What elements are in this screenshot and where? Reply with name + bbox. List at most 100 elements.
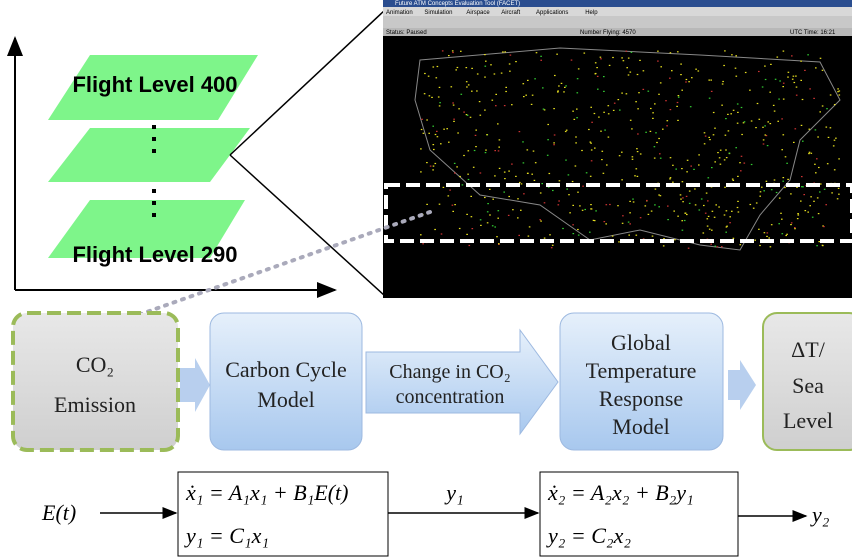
traffic-dot: [689, 191, 691, 192]
traffic-dot: [504, 51, 506, 52]
traffic-dot: [536, 52, 538, 53]
traffic-dot: [432, 126, 434, 127]
traffic-dot: [812, 217, 814, 218]
traffic-dot: [498, 147, 500, 148]
traffic-dot: [532, 95, 534, 96]
traffic-dot: [677, 51, 679, 52]
traffic-dot: [709, 229, 711, 230]
traffic-dot: [523, 162, 525, 163]
traffic-dot: [547, 124, 549, 125]
traffic-dot: [529, 226, 531, 227]
traffic-dot: [708, 177, 710, 178]
traffic-dot: [763, 190, 765, 191]
traffic-dot: [452, 211, 454, 212]
traffic-dot: [572, 111, 574, 112]
traffic-dot: [817, 197, 819, 198]
traffic-dot: [572, 181, 574, 182]
traffic-dot: [684, 220, 686, 221]
traffic-dot: [466, 214, 468, 215]
traffic-dot: [693, 169, 695, 170]
equation: y₂: [810, 502, 830, 527]
traffic-dot: [608, 113, 610, 114]
traffic-dot: [629, 223, 631, 224]
traffic-dot: [794, 82, 796, 83]
box-text: Global: [611, 330, 671, 355]
traffic-dot: [577, 192, 579, 193]
traffic-dot: [769, 92, 771, 93]
traffic-dot: [744, 163, 746, 164]
traffic-dot: [479, 101, 481, 102]
traffic-dot: [572, 205, 574, 206]
traffic-dot: [589, 232, 591, 233]
traffic-dot: [420, 171, 422, 172]
box-text: ΔT/: [791, 337, 826, 362]
traffic-dot: [437, 136, 439, 137]
traffic-dot: [517, 217, 519, 218]
traffic-dot: [484, 197, 486, 198]
traffic-dot: [453, 105, 455, 106]
traffic-dot: [815, 129, 817, 130]
traffic-dot: [485, 61, 487, 62]
traffic-dot: [484, 54, 486, 55]
traffic-dot: [729, 153, 731, 154]
traffic-dot: [515, 176, 517, 177]
traffic-dot: [798, 214, 800, 215]
menu-item: Simulation: [424, 10, 452, 16]
traffic-dot: [838, 194, 840, 195]
traffic-dot: [512, 209, 514, 210]
traffic-dot: [783, 177, 785, 178]
traffic-dot: [498, 243, 500, 244]
traffic-dot: [429, 95, 431, 96]
traffic-dot: [499, 139, 501, 140]
traffic-dot: [645, 132, 647, 133]
traffic-dot: [721, 105, 723, 106]
traffic-dot: [750, 204, 752, 205]
traffic-dot: [771, 189, 773, 190]
traffic-dot: [588, 129, 590, 130]
traffic-dot: [827, 163, 829, 164]
traffic-dot: [686, 214, 688, 215]
traffic-dot: [694, 188, 696, 189]
traffic-dot: [626, 51, 628, 52]
traffic-dot: [677, 102, 679, 103]
traffic-dot: [680, 64, 682, 65]
menu-item: Airspace: [466, 10, 490, 16]
traffic-dot: [606, 164, 608, 165]
traffic-dot: [764, 66, 766, 67]
traffic-dot: [553, 108, 555, 109]
traffic-dot: [698, 164, 700, 165]
traffic-dot: [705, 136, 707, 137]
traffic-dot: [818, 167, 820, 168]
traffic-dot: [438, 96, 440, 97]
traffic-dot: [735, 147, 737, 148]
traffic-dot: [430, 166, 432, 167]
traffic-dot: [575, 142, 577, 143]
traffic-dot: [680, 74, 682, 75]
traffic-dot: [710, 80, 712, 81]
menu-item: Applications: [536, 10, 568, 16]
traffic-dot: [654, 146, 656, 147]
traffic-dot: [744, 121, 746, 122]
traffic-dot: [652, 118, 654, 119]
traffic-dot: [830, 94, 832, 95]
traffic-dot: [487, 211, 489, 212]
traffic-dot: [466, 81, 468, 82]
traffic-dot: [591, 160, 593, 161]
traffic-dot: [485, 150, 487, 151]
traffic-dot: [785, 235, 787, 236]
traffic-dot: [508, 196, 510, 197]
traffic-dot: [733, 110, 735, 111]
traffic-dot: [525, 95, 527, 96]
traffic-dot: [463, 112, 465, 113]
traffic-dot: [623, 60, 625, 61]
traffic-dot: [767, 121, 769, 122]
traffic-dot: [782, 233, 784, 234]
traffic-dot: [822, 105, 824, 106]
traffic-dot: [786, 163, 788, 164]
traffic-dot: [686, 171, 688, 172]
traffic-dot: [458, 108, 460, 109]
traffic-dot: [714, 217, 716, 218]
traffic-dot: [426, 162, 428, 163]
box-text: Sea: [792, 373, 824, 398]
traffic-dot: [785, 156, 787, 157]
